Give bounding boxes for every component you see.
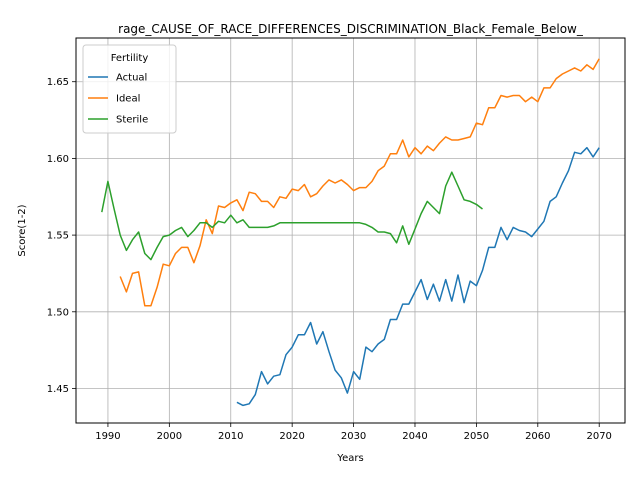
legend-title: Fertility <box>111 53 149 64</box>
x-tick-label: 2050 <box>464 431 489 442</box>
x-axis: 1990 2000 2010 2020 2030 2040 2050 2060 2070 <box>95 423 612 442</box>
x-tick-label: 1990 <box>95 431 120 442</box>
series-line-actual <box>236 146 600 407</box>
chart-title: rage_CAUSE_OF_RACE_DIFFERENCES_DISCRIMIN… <box>118 22 584 36</box>
x-tick-label: 2060 <box>525 431 550 442</box>
x-axis-label: Years <box>336 453 363 464</box>
plot-frame <box>75 37 626 424</box>
legend-box <box>82 44 177 134</box>
legend: Fertility Actual Ideal Sterile <box>82 44 177 134</box>
legend-items: Actual Ideal Sterile <box>88 73 148 126</box>
y-axis: 1.45 1.50 1.55 1.60 1.65 <box>47 77 76 395</box>
legend-label-actual: Actual <box>116 73 147 84</box>
legend-label-sterile: Sterile <box>116 115 148 126</box>
legend-label-ideal: Ideal <box>116 94 140 105</box>
series-line-sterile <box>101 171 483 261</box>
series-layer <box>101 58 600 407</box>
x-tick-label: 2070 <box>586 431 611 442</box>
x-tick-label: 2000 <box>157 431 182 442</box>
y-axis-label: Score(1-2) <box>17 204 28 256</box>
y-tick-label: 1.65 <box>47 77 69 88</box>
x-tick-label: 2010 <box>218 431 243 442</box>
y-tick-label: 1.55 <box>47 231 69 242</box>
series-line-ideal <box>119 58 600 307</box>
y-tick-label: 1.45 <box>47 384 69 395</box>
y-tick-label: 1.50 <box>47 307 69 318</box>
y-tick-label: 1.60 <box>47 154 69 165</box>
x-tick-label: 2030 <box>341 431 366 442</box>
x-tick-label: 2020 <box>279 431 304 442</box>
x-tick-label: 2040 <box>402 431 427 442</box>
